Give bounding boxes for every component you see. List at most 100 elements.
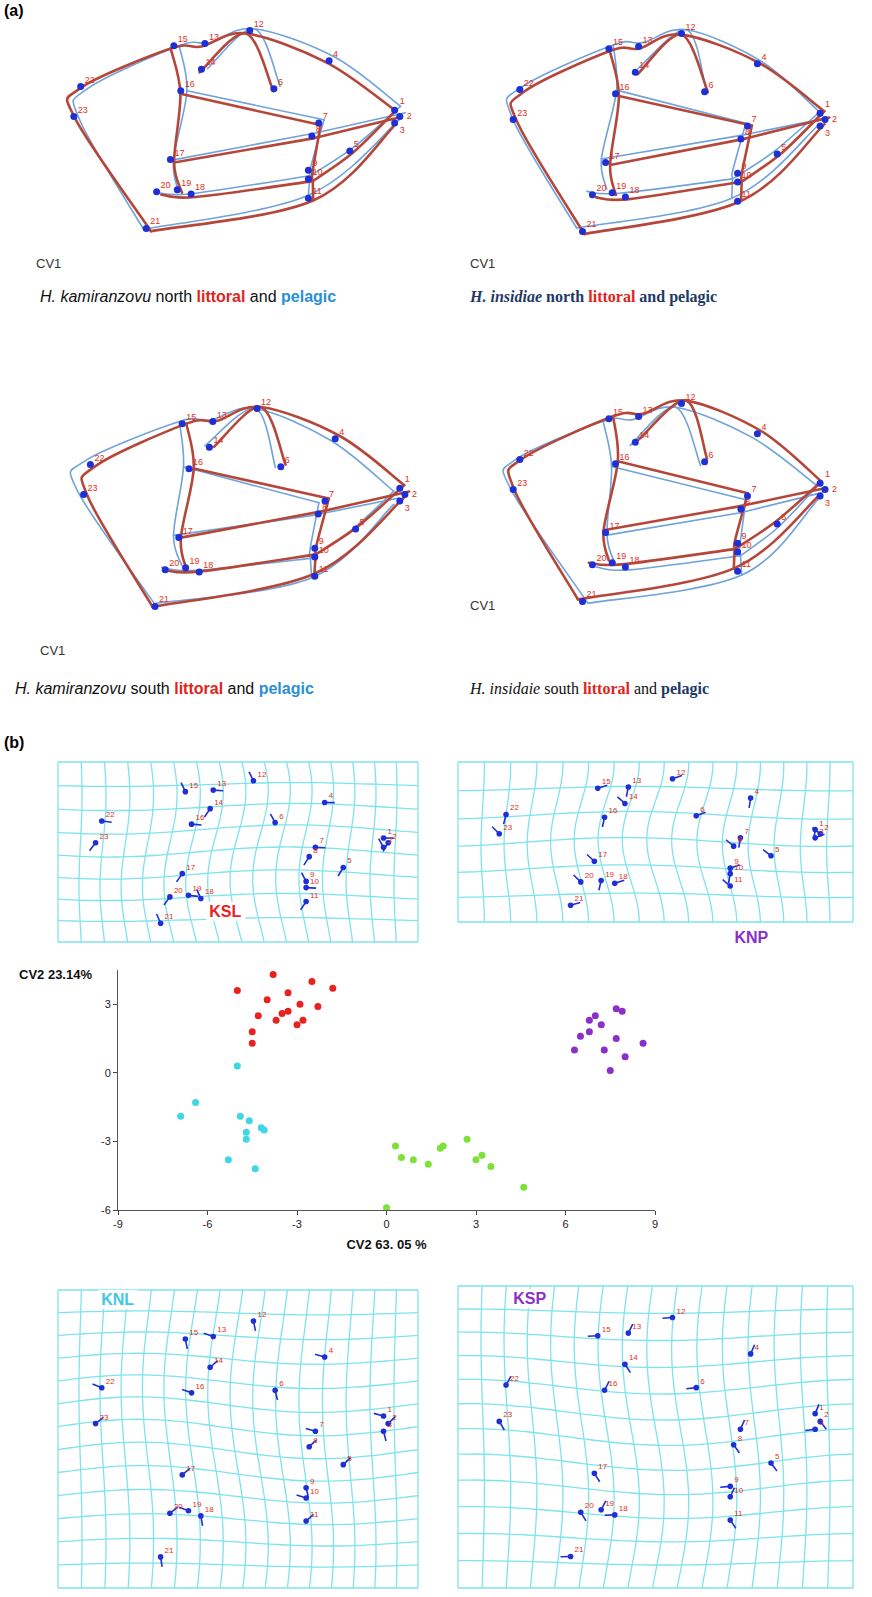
svg-text:12: 12	[686, 392, 696, 402]
svg-text:5: 5	[354, 139, 359, 149]
svg-text:4: 4	[761, 422, 766, 432]
svg-text:CV1: CV1	[470, 598, 495, 613]
svg-text:13: 13	[217, 410, 227, 420]
svg-text:14: 14	[214, 1356, 223, 1365]
svg-text:11: 11	[742, 189, 751, 199]
svg-text:5: 5	[781, 142, 786, 152]
svg-text:18: 18	[619, 1504, 628, 1513]
svg-text:7: 7	[744, 1418, 749, 1427]
svg-text:19: 19	[192, 884, 201, 893]
svg-text:3: 3	[400, 125, 405, 135]
svg-text:12: 12	[254, 19, 264, 29]
svg-text:17: 17	[598, 1462, 607, 1471]
svg-text:19: 19	[192, 1500, 201, 1509]
svg-text:20: 20	[585, 1501, 594, 1510]
svg-text:21: 21	[587, 589, 597, 599]
svg-text:7: 7	[329, 489, 334, 499]
svg-text:8: 8	[738, 835, 743, 844]
svg-text:-3: -3	[101, 1135, 111, 1147]
svg-text:20: 20	[169, 558, 179, 568]
svg-text:9: 9	[652, 1218, 658, 1230]
svg-text:14: 14	[214, 798, 223, 807]
svg-text:1: 1	[405, 474, 410, 484]
svg-text:22: 22	[106, 1377, 115, 1386]
svg-text:16: 16	[193, 457, 203, 467]
svg-text:18: 18	[629, 555, 639, 565]
svg-text:17: 17	[186, 1464, 195, 1473]
svg-text:14: 14	[213, 435, 223, 445]
svg-text:19: 19	[616, 181, 626, 191]
svg-text:10: 10	[312, 167, 322, 177]
svg-text:1: 1	[825, 469, 830, 479]
svg-text:KSP: KSP	[513, 1290, 546, 1307]
svg-text:18: 18	[195, 182, 205, 192]
svg-text:8: 8	[738, 1434, 743, 1443]
svg-text:-3: -3	[292, 1218, 302, 1230]
svg-text:11: 11	[312, 186, 321, 196]
svg-text:3: 3	[473, 1218, 479, 1230]
svg-text:5: 5	[775, 845, 780, 854]
svg-text:KNP: KNP	[735, 929, 769, 946]
svg-text:13: 13	[632, 776, 641, 785]
svg-text:6: 6	[562, 1218, 568, 1230]
svg-text:11: 11	[742, 559, 751, 569]
svg-text:20: 20	[596, 553, 606, 563]
svg-text:10: 10	[734, 1486, 743, 1495]
svg-text:16: 16	[609, 806, 618, 815]
svg-text:17: 17	[183, 526, 193, 536]
svg-text:12: 12	[257, 1310, 266, 1319]
svg-text:23: 23	[100, 1413, 109, 1422]
svg-text:5: 5	[781, 512, 786, 522]
svg-text:15: 15	[613, 37, 623, 47]
svg-text:5: 5	[775, 1452, 780, 1461]
svg-text:3: 3	[819, 827, 824, 836]
svg-text:1: 1	[400, 96, 405, 106]
svg-text:16: 16	[185, 79, 195, 89]
svg-text:21: 21	[587, 219, 597, 229]
svg-text:H. insidaie south littoral and: H. insidaie south littoral and pelagic	[469, 680, 709, 698]
svg-text:KSL: KSL	[209, 903, 241, 920]
svg-text:4: 4	[761, 52, 766, 62]
svg-text:14: 14	[205, 57, 215, 67]
svg-text:-6: -6	[101, 1204, 111, 1216]
svg-text:15: 15	[189, 781, 198, 790]
svg-text:10: 10	[310, 1487, 319, 1496]
svg-text:KNL: KNL	[101, 1291, 134, 1308]
svg-text:23: 23	[100, 832, 109, 841]
svg-text:2: 2	[824, 1410, 829, 1419]
svg-text:7: 7	[744, 827, 749, 836]
svg-text:15: 15	[186, 412, 196, 422]
svg-text:7: 7	[752, 114, 757, 124]
svg-text:10: 10	[319, 545, 329, 555]
svg-text:6: 6	[709, 80, 714, 90]
svg-text:17: 17	[598, 850, 607, 859]
svg-text:21: 21	[159, 594, 169, 604]
svg-text:14: 14	[639, 60, 649, 70]
svg-text:0: 0	[105, 1067, 111, 1079]
svg-text:11: 11	[734, 875, 743, 884]
svg-text:3: 3	[405, 503, 410, 513]
svg-text:4: 4	[339, 427, 344, 437]
svg-text:13: 13	[217, 779, 226, 788]
svg-text:22: 22	[524, 448, 534, 458]
svg-text:5: 5	[360, 517, 365, 527]
svg-text:10: 10	[734, 863, 743, 872]
svg-text:6: 6	[700, 1377, 705, 1386]
svg-text:14: 14	[629, 1353, 638, 1362]
svg-text:12: 12	[257, 770, 266, 779]
svg-text:8: 8	[745, 497, 750, 507]
svg-text:6: 6	[279, 1379, 284, 1388]
svg-text:19: 19	[605, 870, 614, 879]
svg-text:22: 22	[85, 75, 95, 85]
svg-text:13: 13	[217, 1325, 226, 1334]
svg-text:12: 12	[676, 768, 685, 777]
svg-text:12: 12	[686, 22, 696, 32]
svg-text:CV2 63. 05 %: CV2 63. 05 %	[346, 1237, 427, 1252]
svg-text:CV1: CV1	[470, 256, 495, 271]
svg-text:0: 0	[383, 1218, 389, 1230]
svg-text:17: 17	[610, 151, 620, 161]
svg-text:8: 8	[322, 502, 327, 512]
svg-text:18: 18	[205, 887, 214, 896]
svg-text:3: 3	[388, 836, 393, 845]
svg-text:6: 6	[709, 450, 714, 460]
